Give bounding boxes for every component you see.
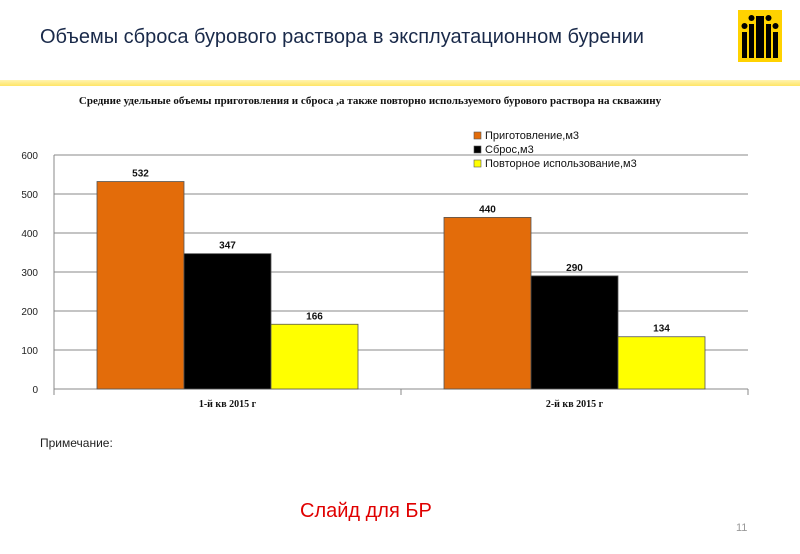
bar-value-label: 532 [132,169,149,180]
bar [270,323,359,390]
bar [617,336,706,390]
bar [443,216,532,390]
bar-value-label: 290 [566,263,583,274]
rosneft-logo-icon [738,10,782,62]
y-tick-label: 600 [21,151,38,162]
page-number: 11 [736,522,748,534]
bar [96,181,185,390]
y-tick-label: 500 [21,190,38,201]
note-label: Примечание: [40,436,113,450]
legend-swatch [473,131,482,140]
x-tick-label: 1-й кв 2015 г [199,399,257,410]
bar-value-label: 440 [479,204,496,215]
legend-label: Сброс,м3 [485,144,534,156]
y-tick-label: 400 [21,229,38,240]
legend-label: Приготовление,м3 [485,130,579,142]
slide-title: Объемы сброса бурового раствора в эксплу… [40,26,644,48]
legend-swatch [473,159,482,168]
legend-swatch [473,145,482,154]
y-tick-label: 0 [32,385,38,396]
bar-chart: 0 100 200 300 400 500 600 532 347 166 1-й кв 2015 … [21,130,749,410]
y-tick-label: 100 [21,346,38,357]
title-divider [0,80,800,86]
bar [183,253,272,390]
footer-text: Слайд для БР [300,500,432,522]
y-tick-label: 200 [21,307,38,318]
chart-title: Средние удельные объемы приготовления и … [78,95,662,107]
bar-value-label: 134 [653,324,670,335]
bar [530,275,619,390]
bar-value-label: 347 [219,241,236,252]
bar-value-label: 166 [306,311,323,322]
y-tick-label: 300 [21,268,38,279]
legend-label: Повторное использование,м3 [485,158,637,170]
x-tick-label: 2-й кв 2015 г [546,399,604,410]
